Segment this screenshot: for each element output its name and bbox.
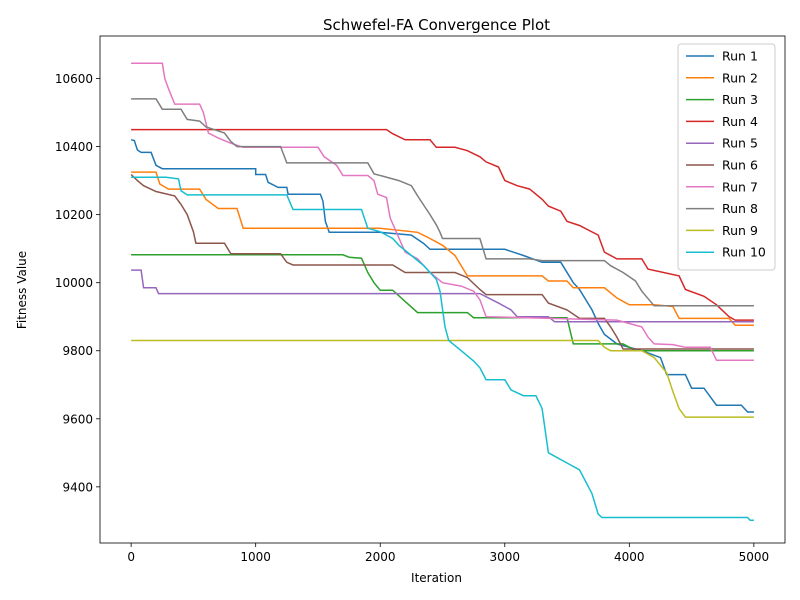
y-tick-label: 10400 bbox=[55, 140, 93, 154]
legend-label-run-7: Run 7 bbox=[722, 179, 758, 194]
legend-label-run-8: Run 8 bbox=[722, 201, 758, 216]
x-axis-label: Iteration bbox=[411, 571, 462, 585]
series-line-run-4 bbox=[131, 128, 754, 321]
series-line-run-3 bbox=[131, 254, 754, 352]
y-tick-label: 9400 bbox=[62, 480, 93, 494]
series-line-run-10 bbox=[131, 176, 754, 521]
series-line-run-7 bbox=[131, 62, 754, 362]
x-tick-label: 3000 bbox=[489, 550, 520, 564]
legend-label-run-3: Run 3 bbox=[722, 92, 758, 107]
x-tick-label: 5000 bbox=[739, 550, 770, 564]
legend-label-run-5: Run 5 bbox=[722, 136, 758, 151]
y-tick-label: 10600 bbox=[55, 72, 93, 86]
legend-box bbox=[677, 43, 776, 271]
x-tick-label: 2000 bbox=[365, 550, 396, 564]
legend-label-run-2: Run 2 bbox=[722, 70, 758, 85]
legend: Run 1 Run 2 Run 3 Run 4 Run 5 Run 6 Run 7 Run 8… bbox=[677, 43, 776, 271]
axes-frame bbox=[99, 35, 786, 544]
x-axis: 0 1000 2000 3000 4000 5000 bbox=[127, 543, 769, 564]
x-tick-label: 0 bbox=[127, 550, 135, 564]
legend-label-run-1: Run 1 bbox=[722, 49, 758, 64]
y-axis-label: Fitness Value bbox=[15, 251, 29, 329]
legend-label-run-9: Run 9 bbox=[722, 223, 758, 238]
plot-area bbox=[99, 35, 786, 544]
chart-title: Schwefel-FA Convergence Plot bbox=[323, 16, 550, 34]
series-line-run-8 bbox=[131, 98, 754, 307]
x-tick-label: 4000 bbox=[614, 550, 645, 564]
x-tick-label: 1000 bbox=[240, 550, 271, 564]
series-line-run-6 bbox=[130, 173, 754, 350]
y-axis: 9400 9600 9800 10000 10200 10400 10600 bbox=[55, 72, 100, 494]
legend-label-run-4: Run 4 bbox=[722, 114, 758, 129]
y-tick-label: 10000 bbox=[55, 276, 93, 290]
series-line-run-5 bbox=[131, 269, 754, 323]
y-tick-label: 9800 bbox=[62, 344, 93, 358]
y-tick-label: 10200 bbox=[55, 208, 93, 222]
legend-label-run-6: Run 6 bbox=[722, 158, 758, 173]
y-tick-label: 9600 bbox=[62, 412, 93, 426]
series-line-run-9 bbox=[131, 339, 754, 418]
legend-label-run-10: Run 10 bbox=[722, 245, 766, 260]
